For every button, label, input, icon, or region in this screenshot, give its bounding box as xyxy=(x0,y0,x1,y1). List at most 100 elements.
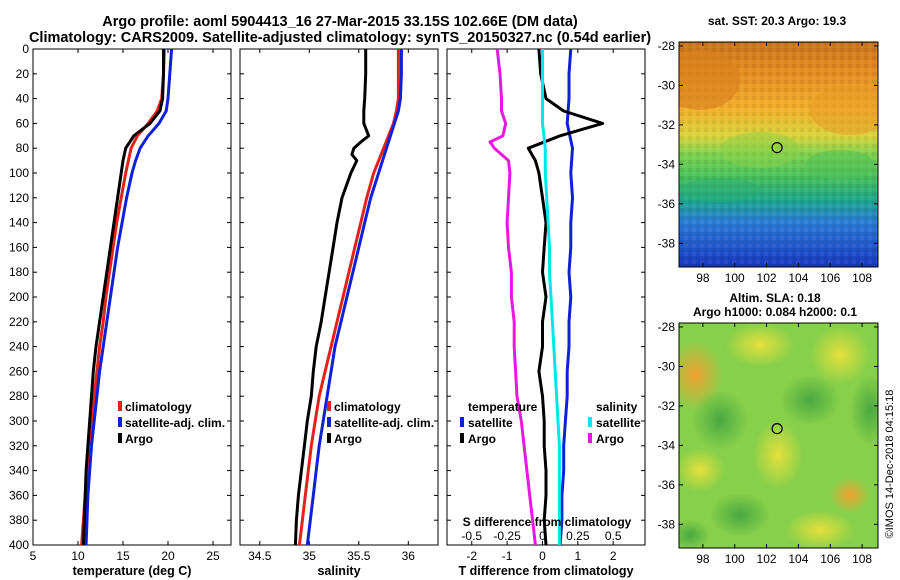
map-x-tick-label: 98 xyxy=(696,552,710,566)
sst-map-image xyxy=(679,42,878,267)
sst-map-title: sat. SST: 20.3 Argo: 19.3 xyxy=(708,14,847,28)
salinity-x-ticks: 34.5 35 35.5 36 xyxy=(248,49,415,563)
difference-panel: -2 -1 0 1 2 temperature satellite Argo salin… xyxy=(446,48,646,578)
y-tick-label: 260 xyxy=(9,364,29,378)
map-x-tick-label: 108 xyxy=(852,552,872,566)
series-line-argo xyxy=(293,49,371,545)
series-line-satellite-adj-clim- xyxy=(84,49,174,545)
map-y-tick-label: -28 xyxy=(658,320,676,334)
series-line-salinity-satellite xyxy=(541,49,561,545)
temperature-legend: climatology satellite-adj. clim. Argo xyxy=(118,400,225,446)
map-x-tick-label: 98 xyxy=(696,271,710,285)
y-tick-label: 120 xyxy=(9,191,29,205)
legend-swatch-s-satellite xyxy=(588,417,592,427)
y-tick-label: 240 xyxy=(9,340,29,354)
map-y-tick-label: -32 xyxy=(658,399,676,413)
y-tick-label: 80 xyxy=(16,141,30,155)
map-y-tick-label: -36 xyxy=(658,478,676,492)
map-y-tick-label: -38 xyxy=(658,517,676,531)
x2-tick-label: 0.5 xyxy=(605,529,622,543)
legend-swatch-climatology xyxy=(327,401,331,411)
y-tick-label: 140 xyxy=(9,216,29,230)
legend-argo: Argo xyxy=(125,432,153,446)
x-tick-label: -2 xyxy=(466,549,477,563)
y-tick-label: 60 xyxy=(16,116,30,130)
legend-s-satellite: satellite xyxy=(596,416,641,430)
legend-s-argo: Argo xyxy=(596,432,624,446)
y-tick-label: 180 xyxy=(9,265,29,279)
x2-tick-label: -0.25 xyxy=(493,529,521,543)
y-tick-label: 380 xyxy=(9,513,29,527)
legend-t-argo: Argo xyxy=(468,432,496,446)
map-x-tick-label: 102 xyxy=(757,552,777,566)
map-y-tick-label: -34 xyxy=(658,438,676,452)
map-y-tick-label: -38 xyxy=(658,236,676,250)
legend-satellite: satellite-adj. clim. xyxy=(334,416,434,430)
series-line-satellite-adj-clim- xyxy=(305,49,403,545)
sst-argo-marker xyxy=(771,142,783,154)
y-tick-label: 160 xyxy=(9,240,29,254)
legend-swatch-satellite xyxy=(118,417,122,427)
y-tick-label: 220 xyxy=(9,315,29,329)
sla-map: Altim. SLA: 0.18 Argo h1000: 0.084 h2000… xyxy=(658,291,879,566)
difference-xlabel: T difference from climatology xyxy=(458,564,633,578)
title-line1: Argo profile: aoml 5904413_16 27-Mar-201… xyxy=(102,14,578,30)
series-line-temperature-argo xyxy=(526,49,605,545)
x-tick-label: 1 xyxy=(574,549,581,563)
x-tick-label: 25 xyxy=(206,549,220,563)
difference-legend: temperature satellite Argo salinity sate… xyxy=(460,400,641,446)
y-tick-label: 20 xyxy=(16,67,30,81)
x2-tick-label: 0.25 xyxy=(566,529,590,543)
series-line-argo xyxy=(81,49,165,545)
legend-climatology: climatology xyxy=(125,400,192,414)
sla-map-title-1: Altim. SLA: 0.18 xyxy=(729,291,821,305)
legend-swatch-t-satellite xyxy=(460,417,464,427)
map-x-tick-label: 102 xyxy=(757,271,777,285)
x-tick-label: 35 xyxy=(303,549,317,563)
legend-climatology: climatology xyxy=(334,400,401,414)
legend-swatch-s-argo xyxy=(588,433,592,443)
x-tick-label: 2 xyxy=(610,549,617,563)
legend-swatch-argo xyxy=(118,433,122,443)
y-tick-label: 400 xyxy=(9,538,29,552)
sst-map-y-ticks: -28 -30 -32 -34 -36 -38 xyxy=(658,39,878,250)
salinity-xlabel: salinity xyxy=(317,564,360,578)
sst-map-x-ticks: 98 100 102 104 106 108 xyxy=(696,42,872,285)
temperature-series xyxy=(80,49,174,545)
map-y-tick-label: -30 xyxy=(658,78,676,92)
legend-swatch-climatology xyxy=(118,401,122,411)
y-tick-label: 340 xyxy=(9,464,29,478)
sst-map: sat. SST: 20.3 Argo: 19.3 -28 -30 -32 -34 -3… xyxy=(658,14,879,285)
sla-map-y-ticks: -28 -30 -32 -34 -36 -38 xyxy=(658,320,878,531)
map-x-tick-label: 100 xyxy=(725,271,745,285)
legend-salinity-title: salinity xyxy=(596,400,638,414)
y-tick-label: 360 xyxy=(9,488,29,502)
difference-x2-ticks: -0.5 -0.25 0 0.25 0.5 xyxy=(461,529,621,543)
map-y-tick-label: -36 xyxy=(658,197,676,211)
sla-map-x-ticks: 98 100 102 104 106 108 xyxy=(696,323,872,566)
difference-y-ticks xyxy=(447,48,645,546)
salinity-panel: 34.5 35 35.5 36 climatology satellite-adj. … xyxy=(239,48,439,578)
x-tick-label: 35.5 xyxy=(347,549,371,563)
map-y-tick-label: -28 xyxy=(658,39,676,53)
map-x-tick-label: 106 xyxy=(820,271,840,285)
map-x-tick-label: 100 xyxy=(725,552,745,566)
legend-swatch-t-argo xyxy=(460,433,464,443)
map-y-tick-label: -30 xyxy=(658,359,676,373)
y-tick-label: 0 xyxy=(22,42,29,56)
x-tick-label: 34.5 xyxy=(248,549,272,563)
difference-x2label: S difference from climatology xyxy=(463,515,632,529)
salinity-series xyxy=(293,49,403,545)
legend-argo: Argo xyxy=(334,432,362,446)
x-tick-label: 10 xyxy=(71,549,85,563)
sla-map-image xyxy=(679,323,878,548)
x-tick-label: 0 xyxy=(539,549,546,563)
map-y-tick-label: -32 xyxy=(658,118,676,132)
y-tick-label: 40 xyxy=(16,92,30,106)
temperature-y-ticks: 0 20 40 60 80 100 120 140 160 180 200 220 240 260 280 3… xyxy=(9,42,231,552)
y-tick-label: 320 xyxy=(9,439,29,453)
y-tick-label: 200 xyxy=(9,290,29,304)
legend-swatch-satellite xyxy=(327,417,331,427)
legend-t-satellite: satellite xyxy=(468,416,513,430)
